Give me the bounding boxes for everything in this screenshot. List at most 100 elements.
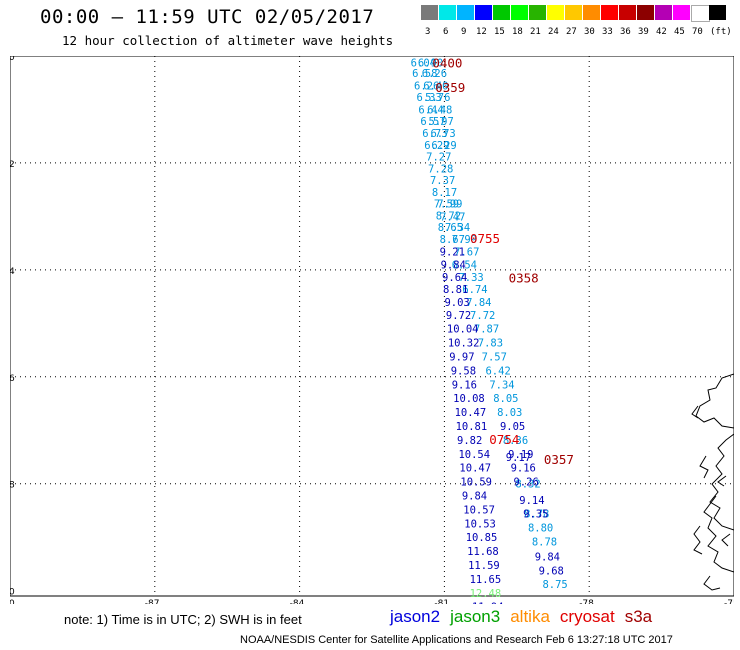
wave-height-value: 6.29 <box>424 140 449 152</box>
wave-height-value: 8.80 <box>528 523 553 535</box>
wave-height-value: 9.14 <box>519 495 544 507</box>
lat-tick-label: -44 <box>10 267 15 277</box>
colorbar-label: 21 <box>530 27 541 37</box>
colorbar-swatch <box>637 5 654 20</box>
wave-height-value: 9.84 <box>462 490 487 502</box>
colorbar-label: 6 <box>443 27 449 37</box>
pass-time-label: 0358 <box>509 270 539 285</box>
colorbar-swatch <box>583 5 600 20</box>
wave-height-value: 8.17 <box>432 187 457 199</box>
wave-height-value: 6.33 <box>416 92 441 104</box>
wave-height-value: 7.67 <box>454 247 479 259</box>
axis-labels: -40 -42 -44 -46 -48 -50-90 -87 -84 -81 -78 -75 <box>10 56 734 604</box>
colorbar-label: 33 <box>602 27 613 37</box>
wave-height-value: 6.26 <box>422 68 447 80</box>
wave-height-value: 9.72 <box>446 310 471 322</box>
wave-height-value: 9.97 <box>449 351 474 363</box>
wave-height-value: 5.76 <box>425 92 450 104</box>
wave-height-value: 12.48 <box>470 588 502 600</box>
lat-tick-label: -46 <box>10 374 15 384</box>
wave-height-value: 7.27 <box>426 152 451 164</box>
wave-height-value: 7.72 <box>470 310 495 322</box>
wave-height-value: 8.32 <box>515 479 540 491</box>
wave-height-value: 11.65 <box>470 574 502 586</box>
wave-height-value: 7.84 <box>466 297 491 309</box>
wave-height-value: 10.85 <box>466 532 498 544</box>
wave-height-value: 7.83 <box>478 338 503 350</box>
wave-height-value: 8.78 <box>524 509 549 521</box>
wave-height-value: 10.32 <box>448 338 480 350</box>
wave-height-value: 8.72 <box>436 210 461 222</box>
map-subtitle: 12 hour collection of altimeter wave hei… <box>62 33 394 48</box>
wave-height-value: 11.59 <box>468 560 500 572</box>
wave-height-value: 7.37 <box>430 175 455 187</box>
legend-entry-cryosat: cryosat <box>559 607 615 626</box>
credit-line: NOAA/NESDIS Center for Satellite Applica… <box>240 634 673 646</box>
map-frame <box>10 56 734 597</box>
lon-tick-label: -75 <box>724 599 734 604</box>
coastline-segment <box>721 533 731 547</box>
satellite-tracks: 6.046.586.266.336.446.576.736.297.277.28… <box>411 57 568 604</box>
wave-height-value: 7.33 <box>458 272 483 284</box>
colorbar-swatch <box>601 5 618 20</box>
colorbar-label: 27 <box>566 27 577 37</box>
wave-height-value: 8.65 <box>438 222 463 234</box>
colorbar-label: 12 <box>476 27 487 37</box>
wave-height-value: 8.75 <box>542 579 567 591</box>
coastline-segment <box>703 575 721 591</box>
wave-height-value: 10.47 <box>455 407 487 419</box>
colorbar-label: 24 <box>548 27 559 37</box>
wave-height-value: 7.34 <box>445 222 470 234</box>
lon-tick-label: -81 <box>434 599 449 604</box>
wave-height-value: 10.47 <box>459 463 491 475</box>
colorbar-label: 39 <box>638 27 649 37</box>
wave-height-value: 9.58 <box>451 365 476 377</box>
wave-height-value: 6.54 <box>452 260 477 272</box>
coastline-segment <box>717 475 727 487</box>
wave-height-value: 6.29 <box>431 140 456 152</box>
wave-height-value: 9.82 <box>457 435 482 447</box>
colorbar-label: 70 <box>692 27 703 37</box>
colorbar-swatch <box>709 5 726 20</box>
pass-time-labels: 0400035907550358075403570753 <box>432 56 574 467</box>
wave-height-value: 9.21 <box>440 247 465 259</box>
wave-height-value: 10.54 <box>458 449 490 461</box>
colorbar-swatch <box>673 5 690 20</box>
colorbar-swatch <box>439 5 456 20</box>
lat-tick-label: -40 <box>10 56 15 63</box>
wave-height-value: 7.47 <box>440 211 465 223</box>
lon-tick-label: -84 <box>290 599 305 604</box>
wave-height-value: 10.08 <box>453 393 485 405</box>
wave-height-value: 6.73 <box>422 128 447 140</box>
lat-tick-label: -48 <box>10 481 15 491</box>
wave-height-value: 9.16 <box>452 379 477 391</box>
wave-height-value: 7.87 <box>474 324 499 336</box>
legend-entry-altika: altika <box>510 607 550 626</box>
pass-time-label: 0357 <box>544 452 574 467</box>
wave-height-value: 5.97 <box>429 116 454 128</box>
colorbar-label: 3 <box>425 27 431 37</box>
colorbar-swatch <box>529 5 546 20</box>
colorbar-swatch <box>493 5 510 20</box>
legend-entry-jason3: jason3 <box>450 607 501 626</box>
footer-note: note: 1) Time is in UTC; 2) SWH is in fe… <box>64 612 302 627</box>
wave-height-value: 10.57 <box>463 504 495 516</box>
lat-tick-label: -50 <box>10 588 15 598</box>
wave-height-value: 10.59 <box>460 477 492 489</box>
graticule <box>10 56 734 596</box>
wave-height-value: 10.81 <box>456 421 488 433</box>
wave-height-value: 8.03 <box>497 407 522 419</box>
wave-height-value: 9.84 <box>535 551 560 563</box>
wave-height-value: 9.26 <box>513 477 538 489</box>
lon-tick-label: -90 <box>10 599 15 604</box>
wave-height-value: 7.99 <box>452 234 477 246</box>
coastline-segment <box>709 433 734 531</box>
wave-height-value: 6.90 <box>418 57 443 69</box>
colorbar-swatch <box>511 5 528 20</box>
wave-height-value: 10.53 <box>464 518 496 530</box>
colorbar-label: 42 <box>656 27 667 37</box>
colorbar-swatch <box>619 5 636 20</box>
wave-height-value: 9.68 <box>539 565 564 577</box>
wave-height-value: 9.17 <box>506 452 531 464</box>
satellite-legend: jason2 jason3 altika cryosat s3a <box>390 607 662 627</box>
